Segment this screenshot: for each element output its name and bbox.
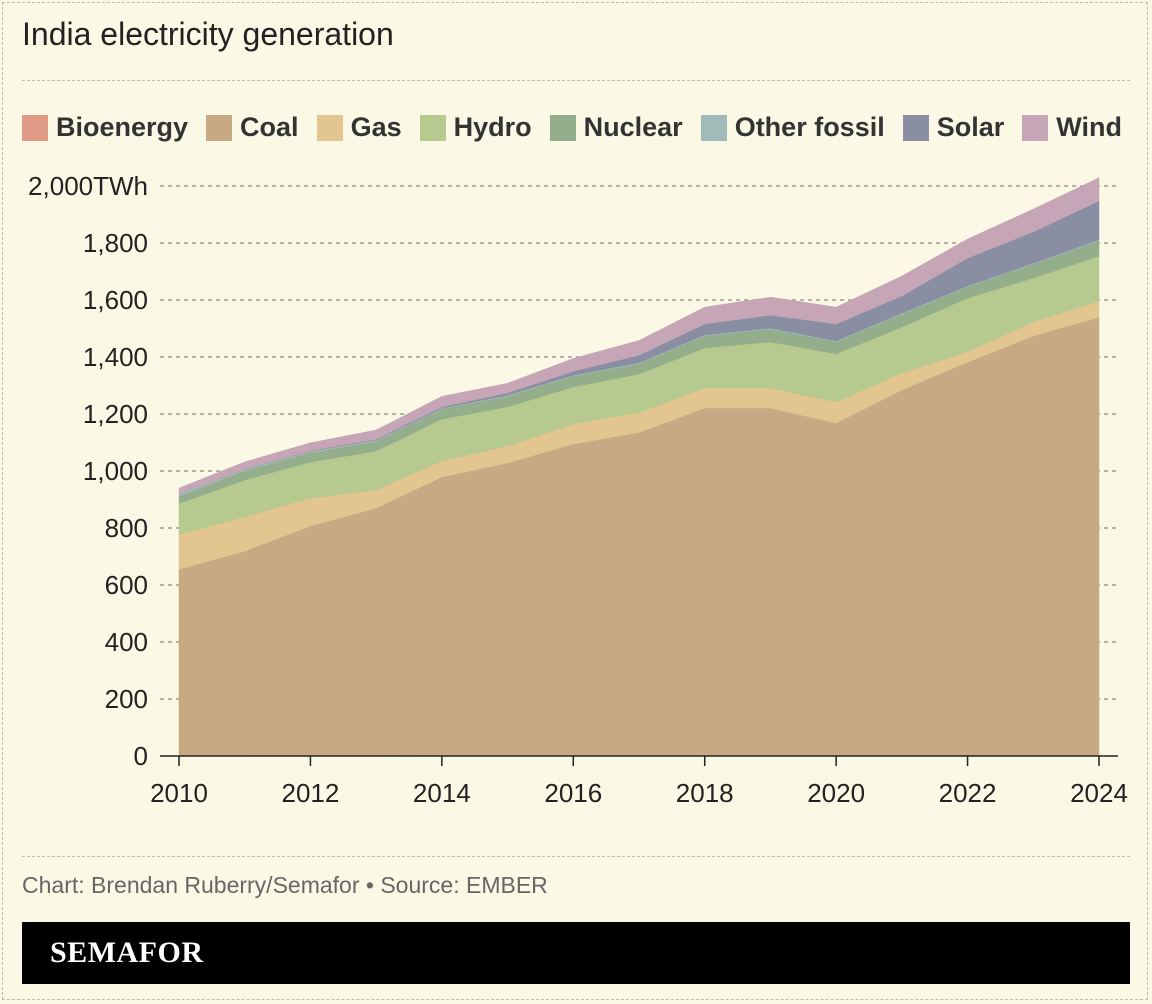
y-tick-label: 600 [105, 570, 148, 600]
chart-title: India electricity generation [22, 16, 394, 52]
legend-item: Other fossil [700, 112, 885, 143]
legend-item: Wind [1022, 112, 1122, 143]
legend-swatch [1022, 114, 1049, 141]
y-tick-label: 1,800 [83, 228, 148, 258]
legend-label: Nuclear [583, 112, 683, 142]
y-tick-label: 400 [105, 627, 148, 657]
legend-swatch [902, 114, 929, 141]
legend-swatch [206, 114, 233, 141]
y-tick-label: 0 [134, 741, 148, 771]
legend-swatch [549, 114, 576, 141]
x-tick-label: 2018 [676, 778, 734, 808]
area-wind [178, 177, 1100, 495]
legend-label: Solar [936, 112, 1005, 142]
legend-item: Gas [316, 112, 402, 143]
divider [22, 80, 1130, 81]
y-tick-label: 1,400 [83, 342, 148, 372]
x-tick-label: 2024 [1070, 778, 1128, 808]
legend-label: Bioenergy [56, 112, 189, 142]
legend-swatch [316, 114, 343, 141]
legend-label: Coal [240, 112, 299, 142]
x-tick-label: 2022 [939, 778, 997, 808]
legend-item: Hydro [419, 112, 532, 143]
divider [22, 856, 1130, 857]
legend-label: Gas [350, 112, 402, 142]
y-tick-label: 1,600 [83, 285, 148, 315]
footer-bar: SEMAFOR [22, 922, 1130, 984]
x-tick-label: 2016 [544, 778, 602, 808]
semafor-logo: SEMAFOR [50, 936, 204, 969]
x-tick-label: 2012 [282, 778, 340, 808]
chart-credit: Chart: Brendan Ruberry/Semafor • Source:… [22, 872, 548, 898]
legend: Bioenergy Coal Gas Hydro Nuclear Other fossil… [22, 112, 1140, 143]
legend-label: Wind [1056, 112, 1122, 142]
y-tick-label: 800 [105, 513, 148, 543]
legend-item: Bioenergy [22, 112, 188, 143]
legend-label: Other fossil [734, 112, 885, 142]
y-tick-label: 200 [105, 684, 148, 714]
x-tick-label: 2010 [150, 778, 208, 808]
legend-item: Solar [902, 112, 1005, 143]
legend-item: Nuclear [549, 112, 683, 143]
x-tick-label: 2014 [413, 778, 471, 808]
legend-swatch [419, 114, 446, 141]
legend-swatch [700, 114, 727, 141]
legend-label: Hydro [453, 112, 532, 142]
legend-item: Coal [206, 112, 299, 143]
y-tick-label: 1,200 [83, 399, 148, 429]
x-tick-label: 2020 [807, 778, 865, 808]
legend-swatch [22, 114, 48, 141]
area-chart: 0 200 400 600 800 1,000 1,200 1,400 1,600 1,800 2,… [28, 171, 1128, 808]
y-tick-label: 2,000TWh [28, 171, 148, 201]
y-tick-label: 1,000 [83, 456, 148, 486]
